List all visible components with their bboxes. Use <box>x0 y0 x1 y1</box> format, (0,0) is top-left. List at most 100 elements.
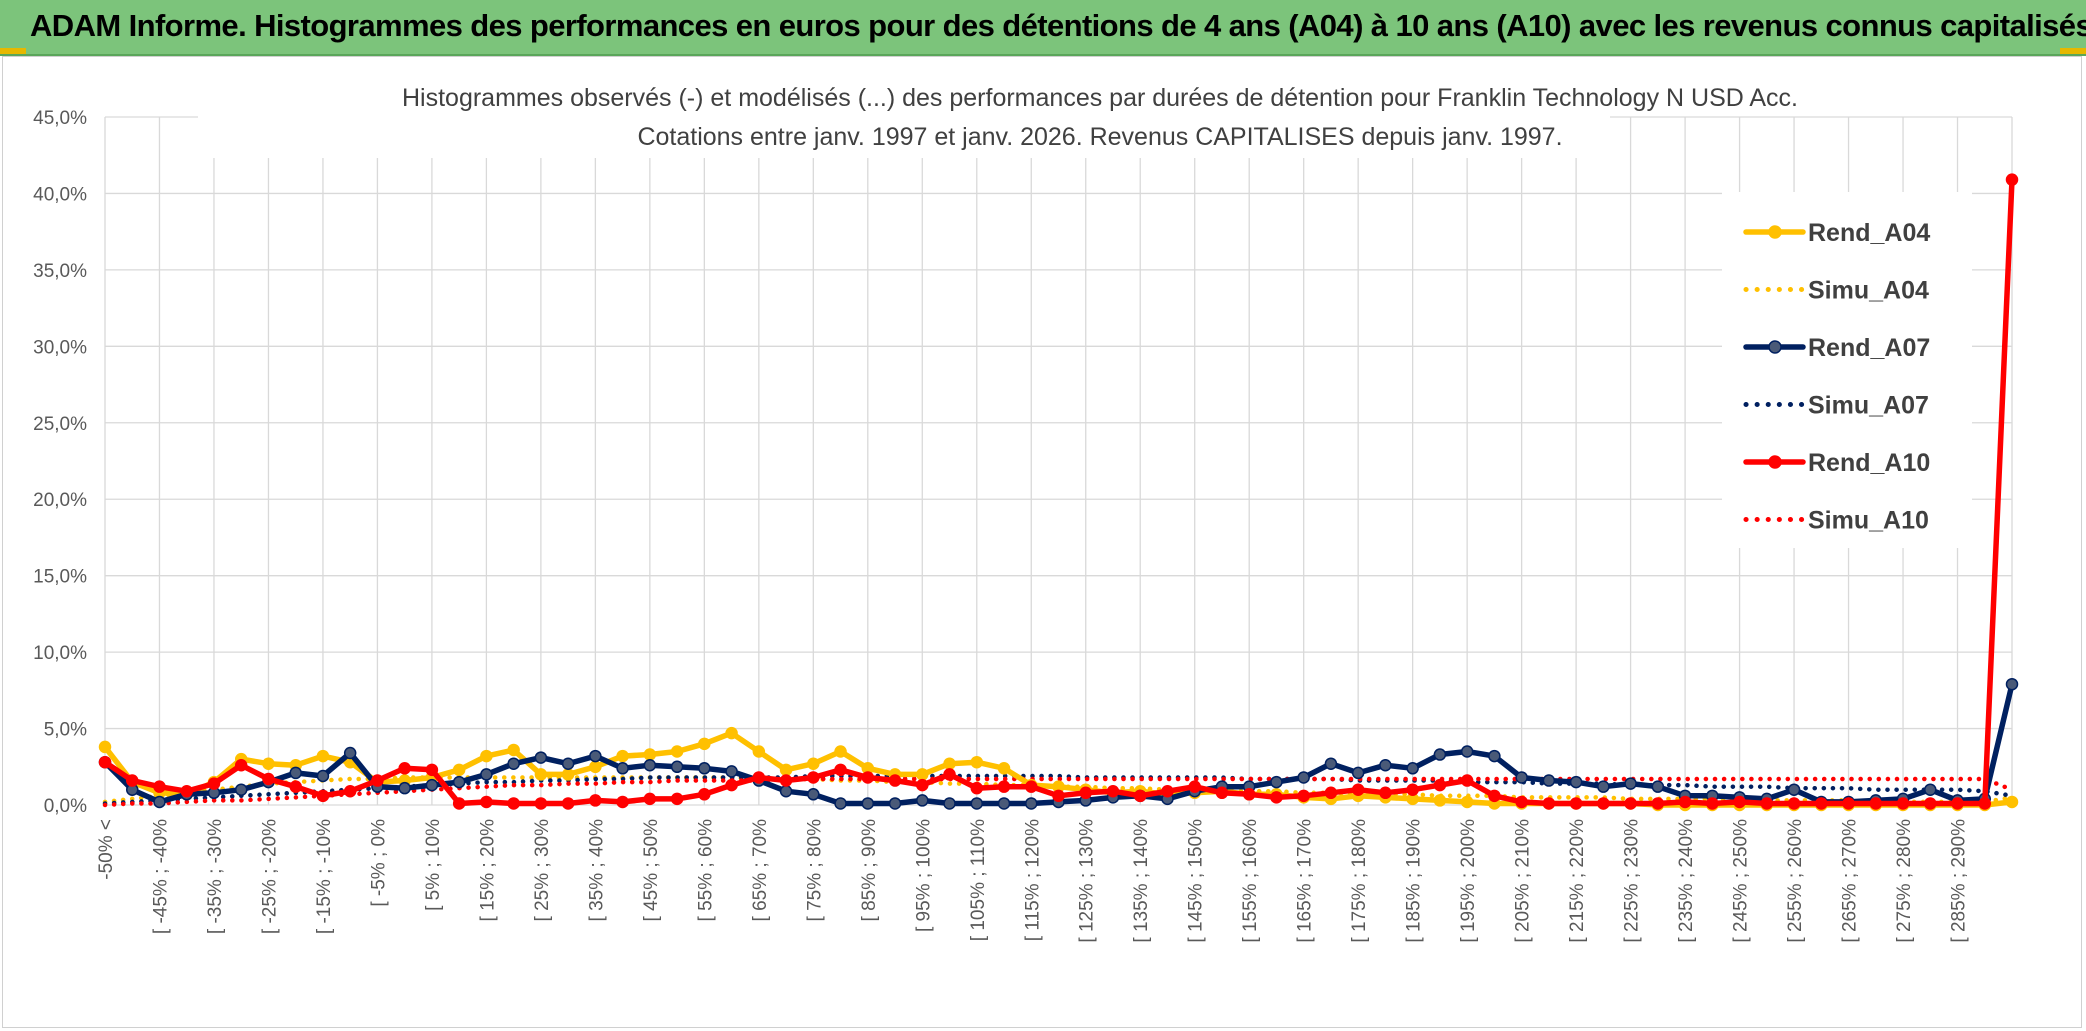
data-point-rend-a10 <box>834 763 847 777</box>
x-tick-label: [ 85% ; 90% <box>859 819 880 922</box>
data-point-rend-a10 <box>1297 789 1310 803</box>
data-point-rend-a10 <box>1406 783 1419 796</box>
data-point-rend-a07 <box>1924 783 1937 796</box>
data-point-rend-a10 <box>916 778 929 792</box>
x-tick-label: [ -5% ; 0% <box>368 819 389 907</box>
data-point-rend-a10 <box>1215 786 1229 800</box>
data-point-rend-a10 <box>1760 797 1774 810</box>
x-tick-label: [ 5% ; 10% <box>423 819 444 911</box>
banner-accent-left <box>0 48 26 54</box>
x-tick-label: [ 255% ; 260% <box>1785 819 1806 943</box>
data-point-rend-a10 <box>1351 783 1365 796</box>
data-point-rend-a10 <box>98 755 112 769</box>
data-point-rend-a07 <box>1651 780 1665 793</box>
data-point-rend-a04 <box>98 740 112 754</box>
chart-title-background <box>198 78 1610 158</box>
x-tick-label: [ 15% ; 20% <box>477 819 498 922</box>
data-point-rend-a10 <box>1052 789 1065 803</box>
y-tick-label: 10,0% <box>33 643 87 664</box>
header-banner: ADAM Informe. Histogrammes des performan… <box>0 0 2086 56</box>
data-point-rend-a10 <box>234 758 248 772</box>
x-tick-label: [ 105% ; 110% <box>968 819 989 941</box>
series-lines <box>98 173 2019 812</box>
data-point-rend-a07 <box>1433 748 1447 761</box>
data-point-rend-a10 <box>425 763 439 777</box>
data-point-rend-a10 <box>1460 774 1474 787</box>
data-point-rend-a10 <box>643 792 657 806</box>
data-point-rend-a10 <box>807 771 820 784</box>
x-tick-label: -50% < <box>96 819 117 880</box>
data-point-rend-a10 <box>970 781 984 795</box>
y-tick-label: 30,0% <box>33 337 87 358</box>
data-point-rend-a07 <box>343 746 357 760</box>
data-point-rend-a07 <box>1297 771 1310 784</box>
y-tick-label: 20,0% <box>33 490 87 511</box>
data-point-rend-a10 <box>1787 797 1801 810</box>
x-tick-label: [ -25% ; -20% <box>259 819 280 934</box>
data-point-rend-a07 <box>779 784 793 798</box>
data-point-rend-a04 <box>1433 794 1447 807</box>
chart-title: Histogrammes observés (-) et modélisés (… <box>402 84 1798 112</box>
legend-label: Rend_A07 <box>1808 334 1930 362</box>
data-point-rend-a10 <box>943 768 956 781</box>
data-point-rend-a07 <box>2005 677 2019 691</box>
legend-marker <box>1768 455 1782 469</box>
data-point-rend-a10 <box>153 780 166 793</box>
data-point-rend-a07 <box>1025 797 1038 810</box>
legend-label: Simu_A07 <box>1808 392 1929 420</box>
data-point-rend-a10 <box>1896 797 1910 810</box>
data-point-rend-a07 <box>970 797 984 810</box>
data-point-rend-a10 <box>343 784 357 798</box>
data-point-rend-a07 <box>916 794 929 807</box>
data-point-rend-a10 <box>1324 786 1338 800</box>
y-axis: 0,0% 5,0% 10,0% 15,0% 20,0% 25,0% 30,0% 35,0% 40… <box>33 108 87 817</box>
data-point-rend-a10 <box>1569 797 1583 810</box>
x-tick-label: [ 165% ; 170% <box>1295 819 1316 943</box>
data-point-rend-a04 <box>480 749 493 763</box>
legend-label: Simu_A10 <box>1808 507 1929 535</box>
data-point-rend-a10 <box>1651 797 1665 810</box>
data-point-rend-a10 <box>207 777 221 790</box>
legend-marker <box>1768 340 1782 354</box>
data-point-rend-a10 <box>180 784 193 798</box>
data-point-rend-a04 <box>943 757 956 770</box>
data-point-rend-a10 <box>1515 795 1528 809</box>
data-point-rend-a10 <box>1025 780 1038 793</box>
y-tick-label: 25,0% <box>33 414 87 435</box>
data-point-rend-a04 <box>916 768 929 781</box>
y-tick-label: 5,0% <box>44 720 87 741</box>
data-point-rend-a10 <box>861 771 875 784</box>
data-point-rend-a04 <box>779 763 793 777</box>
data-point-rend-a04 <box>561 768 575 781</box>
x-tick-label: [ 235% ; 240% <box>1676 819 1697 943</box>
legend-background <box>1722 192 1972 548</box>
x-tick-label: [ -45% ; -40% <box>150 819 171 934</box>
data-point-rend-a04 <box>2005 795 2019 809</box>
x-tick-label: [ 55% ; 60% <box>695 819 716 922</box>
data-point-rend-a10 <box>1978 797 1992 810</box>
data-point-rend-a04 <box>834 745 847 758</box>
data-point-rend-a10 <box>1815 797 1828 810</box>
data-point-rend-a07 <box>589 749 602 763</box>
data-point-rend-a10 <box>125 774 139 787</box>
data-point-rend-a04 <box>643 748 657 761</box>
data-point-rend-a07 <box>425 778 439 792</box>
data-point-rend-a10 <box>1733 795 1746 809</box>
data-point-rend-a10 <box>398 762 411 775</box>
data-point-rend-a07 <box>1324 757 1338 770</box>
chart-subtitle: Cotations entre janv. 1997 et janv. 2026… <box>637 123 1562 151</box>
x-tick-label: [ 45% ; 50% <box>641 819 662 922</box>
data-point-rend-a10 <box>888 774 902 787</box>
data-point-rend-a07 <box>1460 745 1474 758</box>
data-point-rend-a07 <box>153 795 166 809</box>
data-point-rend-a04 <box>262 757 275 770</box>
data-point-rend-a04 <box>589 760 602 774</box>
data-point-rend-a07 <box>670 760 684 774</box>
data-point-rend-a07 <box>1787 783 1801 796</box>
data-point-rend-a07 <box>997 797 1011 810</box>
x-tick-label: [ 95% ; 100% <box>913 819 934 932</box>
data-point-rend-a04 <box>452 763 466 777</box>
x-tick-label: [ 155% ; 160% <box>1240 819 1261 943</box>
data-point-rend-a10 <box>316 789 330 803</box>
data-point-rend-a07 <box>943 797 956 810</box>
